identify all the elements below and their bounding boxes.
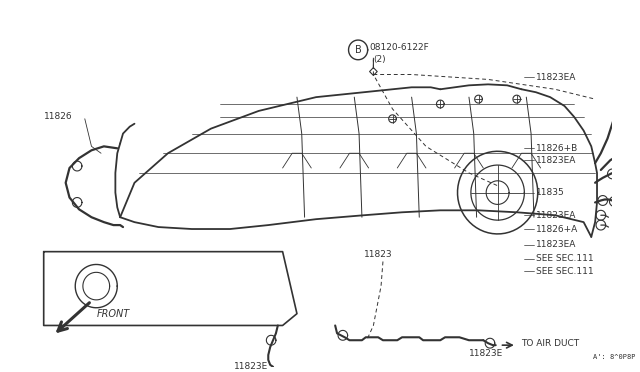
Text: 08120-6122F: 08120-6122F [369,44,429,52]
Text: 11823EA: 11823EA [536,73,576,82]
Polygon shape [598,196,607,205]
Polygon shape [338,330,348,340]
Text: SEE SEC.111: SEE SEC.111 [536,254,593,263]
Text: TO AIR DUCT: TO AIR DUCT [522,339,580,348]
Polygon shape [596,210,605,220]
Polygon shape [609,196,619,206]
Text: 11823: 11823 [364,250,392,259]
Polygon shape [607,169,617,179]
Polygon shape [613,156,621,164]
Polygon shape [72,198,82,207]
Text: 11823EA: 11823EA [536,155,576,165]
Polygon shape [617,92,627,102]
Text: 11826: 11826 [44,112,72,121]
Text: 11826+A: 11826+A [536,225,578,234]
Polygon shape [266,335,276,345]
Text: SEE SEC.111: SEE SEC.111 [536,267,593,276]
Polygon shape [72,161,82,171]
Text: 11823EA: 11823EA [536,240,576,249]
Text: 11823E: 11823E [234,362,268,371]
Text: FRONT: FRONT [96,309,129,319]
Text: A': 8^0P8P: A': 8^0P8P [593,354,636,360]
Text: (2): (2) [373,55,386,64]
Text: B: B [355,45,362,55]
Text: 11823E: 11823E [469,349,503,357]
Text: 11826+B: 11826+B [536,144,578,153]
Polygon shape [485,338,495,348]
Polygon shape [596,220,605,230]
Text: 11823EA: 11823EA [536,211,576,220]
Text: 11835: 11835 [536,188,564,197]
